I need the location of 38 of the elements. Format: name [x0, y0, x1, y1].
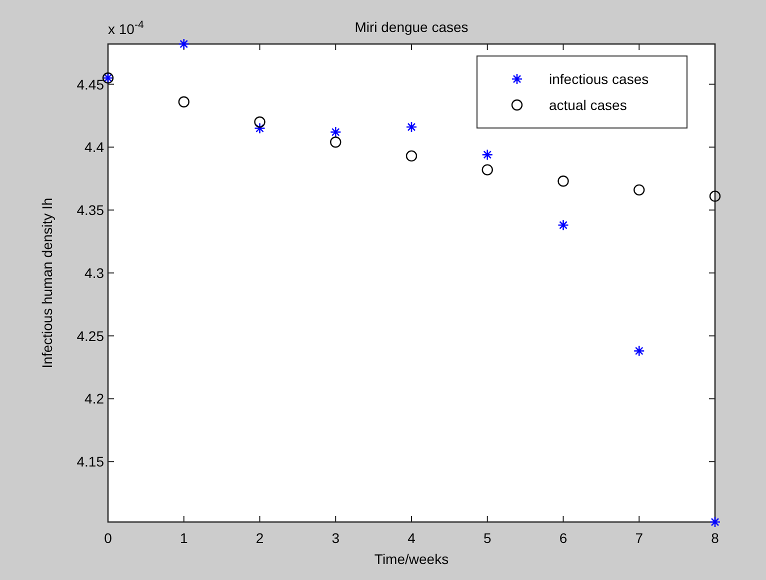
- x-tick-label: 2: [256, 530, 264, 546]
- chart-title: Miri dengue cases: [354, 19, 468, 35]
- text: x 10$^{-4}$: [108, 19, 144, 37]
- y-axis-title: Infectious human density Ih: [39, 198, 55, 368]
- x-tick-label: 3: [332, 530, 340, 546]
- x-tick-label: 0: [104, 530, 112, 546]
- point: [330, 126, 342, 138]
- point: [558, 219, 569, 231]
- legend-label: actual cases: [549, 97, 627, 113]
- point: [709, 516, 721, 528]
- point: [178, 96, 190, 108]
- x-tick-label: 5: [483, 530, 492, 546]
- point: [330, 136, 342, 148]
- point: [178, 38, 190, 50]
- x-axis-title: Time/weeks: [374, 551, 449, 567]
- y-tick-label: 4.35: [76, 202, 104, 218]
- y-tick-label: 4.2: [84, 390, 104, 407]
- y-tick-label: 4.3: [84, 264, 104, 281]
- point: [709, 190, 721, 202]
- legend-label: infectious cases: [549, 71, 649, 87]
- point: [633, 345, 645, 357]
- x-tick-label: 8: [711, 530, 720, 546]
- point: [406, 150, 418, 162]
- point: [254, 122, 266, 134]
- x-tick-label: 4: [408, 530, 416, 546]
- point: [406, 121, 418, 133]
- point: [634, 184, 645, 196]
- x-tick-label: 7: [635, 530, 644, 546]
- point: [482, 149, 494, 160]
- x-tick-label: 6: [559, 530, 568, 546]
- point: [254, 116, 266, 128]
- x-tick-label: 1: [180, 530, 188, 546]
- y-tick-label: 4.15: [76, 454, 104, 470]
- y-tick-label: 4.25: [76, 328, 104, 344]
- point: [482, 164, 493, 176]
- point: [558, 176, 569, 187]
- y-tick-label: 4.4: [84, 139, 104, 156]
- y-tick-label: 4.45: [76, 76, 104, 92]
